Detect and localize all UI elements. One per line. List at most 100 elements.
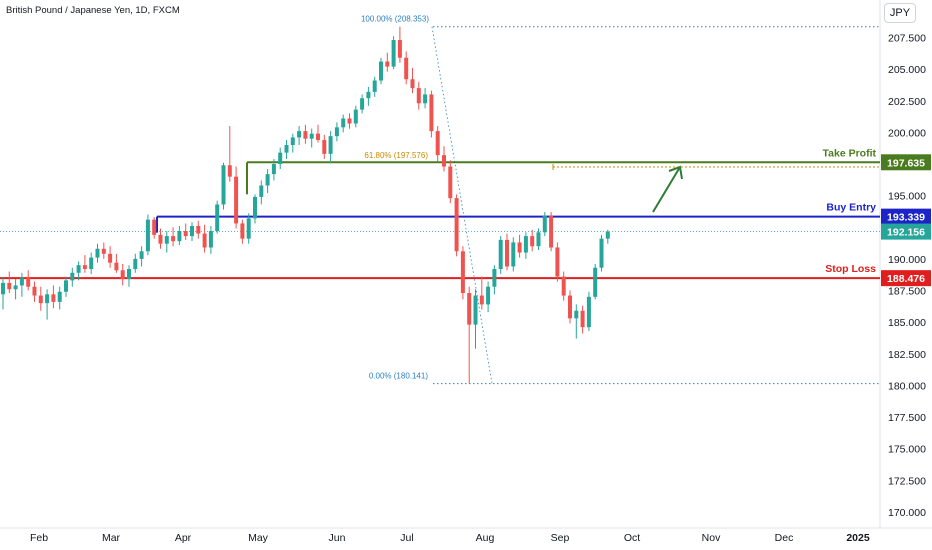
candle-body bbox=[120, 270, 125, 280]
candle-body bbox=[108, 253, 113, 263]
y-tick-label: 177.500 bbox=[888, 412, 926, 424]
currency-selector[interactable]: JPY bbox=[884, 3, 916, 23]
x-tick-label: Nov bbox=[702, 532, 721, 544]
candle-body bbox=[574, 310, 579, 319]
candle-body bbox=[177, 231, 182, 242]
candle-body bbox=[51, 294, 56, 302]
candle-body bbox=[303, 131, 308, 139]
candle-body bbox=[385, 61, 390, 67]
candle-body bbox=[599, 238, 604, 268]
candle-body bbox=[259, 185, 264, 197]
candle-body bbox=[391, 40, 396, 67]
candle-body bbox=[505, 239, 509, 267]
stop-loss-price-text: 188.476 bbox=[887, 273, 925, 285]
y-tick-label: 170.000 bbox=[888, 507, 926, 519]
candle-body bbox=[64, 280, 68, 292]
candle-body bbox=[366, 91, 371, 99]
candle-body bbox=[215, 204, 220, 232]
candle-body bbox=[536, 232, 541, 247]
candle-body bbox=[208, 231, 213, 248]
fib-trend-line bbox=[431, 26, 493, 384]
candle-body bbox=[498, 239, 503, 269]
buy-entry-price-tag bbox=[881, 208, 931, 225]
candle-body bbox=[196, 225, 201, 234]
candle-body bbox=[70, 272, 75, 281]
candle-body bbox=[530, 236, 535, 247]
candle-body bbox=[114, 262, 119, 271]
y-tick-label: 200.000 bbox=[888, 127, 926, 139]
candle-body bbox=[467, 293, 472, 325]
candle-body bbox=[334, 127, 339, 137]
fib-100-label: 100.00% (208.353) bbox=[361, 15, 429, 24]
candle-body bbox=[183, 231, 188, 237]
candle-body bbox=[190, 225, 194, 237]
current-price-text: 192.156 bbox=[887, 227, 925, 239]
candle-body bbox=[26, 277, 31, 287]
fib-0-label: 0.00% (180.141) bbox=[369, 372, 428, 381]
x-tick-label: Apr bbox=[175, 532, 192, 544]
candle-body bbox=[429, 94, 434, 132]
candle-body bbox=[605, 231, 610, 239]
candle-body bbox=[410, 79, 415, 89]
take-profit-price-tag bbox=[881, 154, 931, 171]
target-arrow-head bbox=[668, 165, 683, 180]
candle-body bbox=[404, 57, 409, 80]
fib-618-label: 61.80% (197.576) bbox=[364, 151, 428, 160]
candle-body bbox=[397, 40, 402, 58]
candle-body bbox=[416, 88, 421, 104]
y-tick-label: 205.000 bbox=[888, 64, 926, 76]
x-tick-label: Oct bbox=[624, 532, 640, 544]
candle-body bbox=[57, 291, 62, 302]
x-tick-label: Feb bbox=[30, 532, 48, 544]
candle-body bbox=[234, 176, 239, 224]
candle-body bbox=[309, 133, 314, 139]
candle-body bbox=[202, 233, 207, 248]
candle-body bbox=[442, 155, 446, 167]
candle-body bbox=[593, 267, 598, 297]
candle-body bbox=[19, 277, 24, 286]
y-tick-label: 185.000 bbox=[888, 317, 926, 329]
candle-body bbox=[586, 296, 591, 328]
candle-body bbox=[38, 295, 43, 304]
candle-body bbox=[297, 131, 302, 138]
candle-body bbox=[555, 247, 560, 277]
x-tick-label: Jun bbox=[329, 532, 346, 544]
candle-body bbox=[517, 242, 522, 253]
candle-body bbox=[379, 61, 383, 81]
candle-body bbox=[423, 94, 428, 104]
candle-body bbox=[454, 198, 459, 252]
y-tick-label: 202.500 bbox=[888, 96, 926, 108]
x-tick-label: Sep bbox=[551, 532, 570, 544]
candle-body bbox=[316, 133, 320, 140]
candle-body bbox=[164, 236, 169, 244]
x-tick-label: Dec bbox=[775, 532, 794, 544]
candle-body bbox=[158, 234, 163, 244]
candle-body bbox=[13, 285, 18, 290]
y-tick-label: 175.000 bbox=[888, 444, 926, 456]
candle-body bbox=[284, 145, 289, 153]
candle-body bbox=[523, 236, 528, 253]
candle-body bbox=[171, 236, 176, 242]
y-tick-label: 190.000 bbox=[888, 254, 926, 266]
candle-body bbox=[240, 223, 245, 239]
candle-body bbox=[265, 174, 270, 186]
buy-entry-label: Buy Entry bbox=[826, 202, 876, 214]
candle-body bbox=[372, 80, 377, 92]
y-tick-label: 195.000 bbox=[888, 191, 926, 203]
chart-title: British Pound / Japanese Yen, 1D, FXCM bbox=[6, 5, 180, 16]
candle-body bbox=[271, 164, 276, 175]
candle-body bbox=[473, 295, 478, 325]
candle-body bbox=[580, 310, 585, 328]
candle-body bbox=[542, 215, 547, 233]
candle-body bbox=[253, 196, 257, 219]
candle-body bbox=[479, 295, 484, 305]
candle-body bbox=[246, 218, 251, 239]
candle-body bbox=[127, 268, 131, 280]
candle-body bbox=[448, 166, 453, 199]
buy-entry-price-text: 193.339 bbox=[887, 212, 925, 224]
candle-body bbox=[322, 139, 327, 154]
x-tick-label: Mar bbox=[102, 532, 121, 544]
y-tick-label: 172.500 bbox=[888, 475, 926, 487]
candle-body bbox=[76, 265, 81, 273]
